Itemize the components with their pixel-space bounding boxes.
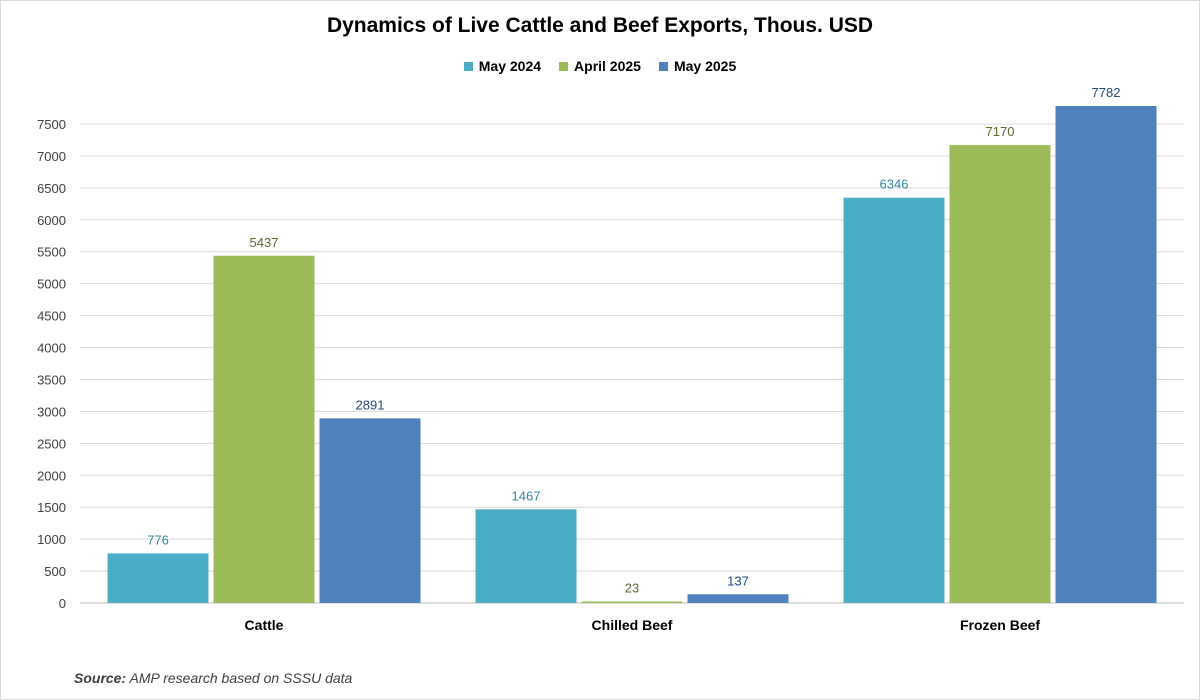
bar-cattle-april-2025 — [213, 255, 315, 603]
y-tick-label: 1500 — [37, 500, 66, 515]
legend-label-may-2025: May 2025 — [673, 58, 737, 74]
bar-chilled-beef-may-2024 — [475, 509, 577, 603]
y-tick-label: 6500 — [37, 181, 66, 196]
y-tick-label: 7500 — [37, 117, 66, 132]
data-label: 7782 — [1092, 85, 1121, 100]
bar-cattle-may-2025 — [319, 418, 421, 603]
legend-label-april-2025: April 2025 — [574, 58, 641, 74]
data-label: 1467 — [512, 488, 541, 503]
legend-item-may-2024: May 2024 — [463, 58, 542, 74]
source-note: Source: AMP research based on SSSU data — [74, 670, 352, 686]
y-tick-label: 1000 — [37, 532, 66, 547]
y-tick-label: 0 — [59, 596, 66, 611]
data-label: 23 — [625, 581, 639, 596]
data-label: 137 — [727, 573, 749, 588]
y-tick-label: 2000 — [37, 468, 66, 483]
y-tick-label: 3000 — [37, 404, 66, 419]
data-label: 776 — [147, 532, 169, 547]
data-label: 2891 — [356, 397, 385, 412]
y-tick-label: 6000 — [37, 213, 66, 228]
legend-swatch-april-2025 — [559, 61, 569, 71]
bar-chilled-beef-may-2025 — [687, 594, 789, 603]
legend-swatch-may-2024 — [463, 61, 473, 71]
bar-chilled-beef-april-2025 — [581, 601, 683, 603]
bar-cattle-may-2024 — [107, 553, 209, 603]
chart-legend: May 2024 April 2025 May 2025 — [0, 58, 1200, 74]
y-tick-label: 4500 — [37, 309, 66, 324]
y-tick-label: 4000 — [37, 341, 66, 356]
y-tick-label: 2500 — [37, 436, 66, 451]
legend-swatch-may-2025 — [658, 61, 668, 71]
y-tick-label: 500 — [44, 564, 66, 579]
legend-item-may-2025: May 2025 — [658, 58, 737, 74]
y-tick-label: 7000 — [37, 149, 66, 164]
bar-frozen-beef-may-2025 — [1055, 106, 1157, 603]
y-tick-label: 5000 — [37, 277, 66, 292]
legend-item-april-2025: April 2025 — [559, 58, 641, 74]
legend-label-may-2024: May 2024 — [478, 58, 542, 74]
source-text: AMP research based on SSSU data — [126, 670, 353, 686]
y-tick-label: 3500 — [37, 372, 66, 387]
chart-title: Dynamics of Live Cattle and Beef Exports… — [326, 14, 874, 37]
source-label: Source: — [74, 670, 127, 686]
data-label: 5437 — [250, 235, 279, 250]
data-label: 7170 — [986, 124, 1015, 139]
data-label: 6346 — [880, 177, 909, 192]
bar-frozen-beef-may-2024 — [843, 197, 945, 603]
x-category-label: Chilled Beef — [592, 617, 673, 633]
x-category-label: Cattle — [245, 617, 284, 633]
bar-frozen-beef-april-2025 — [949, 145, 1051, 604]
y-tick-label: 5500 — [37, 245, 66, 260]
x-category-label: Frozen Beef — [960, 617, 1040, 633]
